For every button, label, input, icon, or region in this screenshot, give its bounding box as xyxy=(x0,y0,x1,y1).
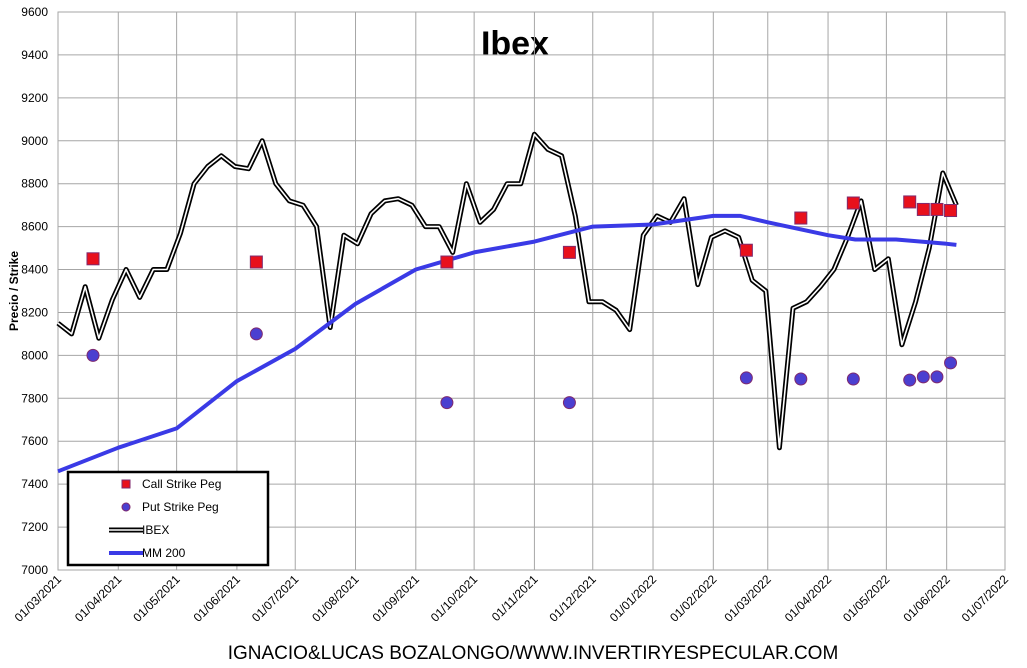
marker xyxy=(944,356,958,370)
marker xyxy=(846,372,860,386)
marker xyxy=(930,202,944,216)
marker xyxy=(916,202,930,216)
marker xyxy=(739,371,753,385)
legend-label: IBEX xyxy=(142,523,169,537)
marker xyxy=(794,372,808,386)
y-axis-label: Precio / Strike xyxy=(7,251,21,331)
y-tick-label: 7200 xyxy=(21,520,48,534)
marker xyxy=(739,243,753,257)
legend-label: MM 200 xyxy=(142,546,186,560)
chart-title: Ibex xyxy=(481,25,549,63)
y-tick-label: 8000 xyxy=(21,348,48,362)
y-tick-label: 8800 xyxy=(21,177,48,191)
marker xyxy=(930,370,944,384)
marker xyxy=(440,255,454,269)
marker xyxy=(944,204,958,218)
footer: IGNACIO&LUCAS BOZALONGO/WWW.INVERTIRYESP… xyxy=(228,643,839,663)
legend-label: Put Strike Peg xyxy=(142,500,219,514)
marker xyxy=(440,396,454,410)
marker xyxy=(903,373,917,387)
line xyxy=(57,213,957,474)
y-tick-label: 7600 xyxy=(21,434,48,448)
y-tick-label: 9400 xyxy=(21,48,48,62)
marker xyxy=(86,348,100,362)
y-tick-label: 8400 xyxy=(21,263,48,277)
marker xyxy=(846,196,860,210)
marker xyxy=(794,211,808,225)
line xyxy=(57,133,958,449)
plot-frame xyxy=(57,11,1006,571)
y-tick-label: 9000 xyxy=(21,134,48,148)
marker xyxy=(86,252,100,266)
marker xyxy=(562,396,576,410)
legend-label: Call Strike Peg xyxy=(142,477,221,491)
legend-box xyxy=(66,470,270,567)
y-tick-label: 8600 xyxy=(21,220,48,234)
legend-key xyxy=(121,479,131,489)
marker xyxy=(249,255,263,269)
y-tick-label: 8200 xyxy=(21,305,48,319)
y-tick-label: 7400 xyxy=(21,477,48,491)
marker xyxy=(903,195,917,209)
marker xyxy=(562,245,576,259)
legend-key xyxy=(121,502,131,512)
y-tick-label: 9200 xyxy=(21,91,48,105)
marker xyxy=(249,327,263,341)
y-tick-label: 7000 xyxy=(21,563,48,577)
marker xyxy=(916,370,930,384)
y-tick-label: 7800 xyxy=(21,391,48,405)
y-tick-label: 9600 xyxy=(21,5,48,19)
